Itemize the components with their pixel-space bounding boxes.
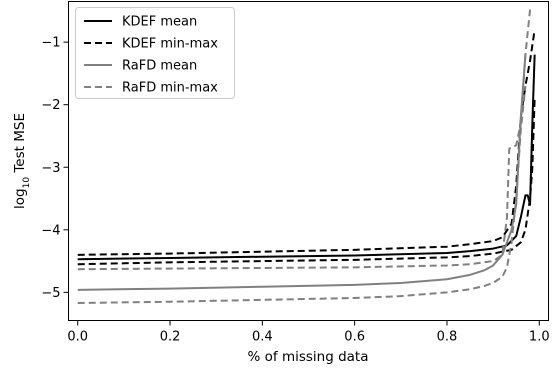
x-tick-label: 0.8 [437,330,458,345]
x-tick-label: 1.0 [529,330,550,345]
x-tick-label: 0.2 [160,330,181,345]
y-tick-label: −1 [41,36,60,51]
y-axis-title: log10 Test MSE [12,113,32,209]
y-axis-title-sub: 10 [22,177,32,189]
legend-label-rafd-min-max: RaFD min-max [122,81,218,96]
legend: KDEF mean KDEF min-max RaFD mean RaFD min-m… [75,7,235,99]
x-tick-label: 0.0 [67,330,88,345]
legend-items: KDEF mean KDEF min-max RaFD mean RaFD min-m… [84,15,218,96]
ticks-layer: 0.0 0.2 0.4 0.6 0.8 1.0 −1 −2 −3 −4 −5 [41,36,549,345]
y-tick-label: −5 [41,286,60,301]
y-axis-title-main: log [12,188,28,209]
legend-label-kdef-min-max: KDEF min-max [122,37,218,52]
series-line-kdef-min-max [77,29,536,256]
y-tick-label: −4 [41,223,60,238]
plot-frame [68,1,549,321]
y-axis-title-rest: Test MSE [12,113,28,177]
series-line-kdef-min-max-lower [77,98,536,266]
legend-label-rafd-mean: RaFD mean [122,59,197,74]
series-line-rafd-min-max-lower [77,85,527,304]
x-axis-title: % of missing data [248,349,369,365]
y-tick-label: −2 [41,98,60,113]
y-tick-label: −3 [41,161,60,176]
x-tick-label: 0.4 [252,330,273,345]
series-layer [77,9,536,304]
series-line-rafd-min-max [77,9,532,271]
legend-label-kdef-mean: KDEF mean [122,15,197,30]
x-tick-label: 0.6 [344,330,365,345]
legend-box [75,7,235,99]
